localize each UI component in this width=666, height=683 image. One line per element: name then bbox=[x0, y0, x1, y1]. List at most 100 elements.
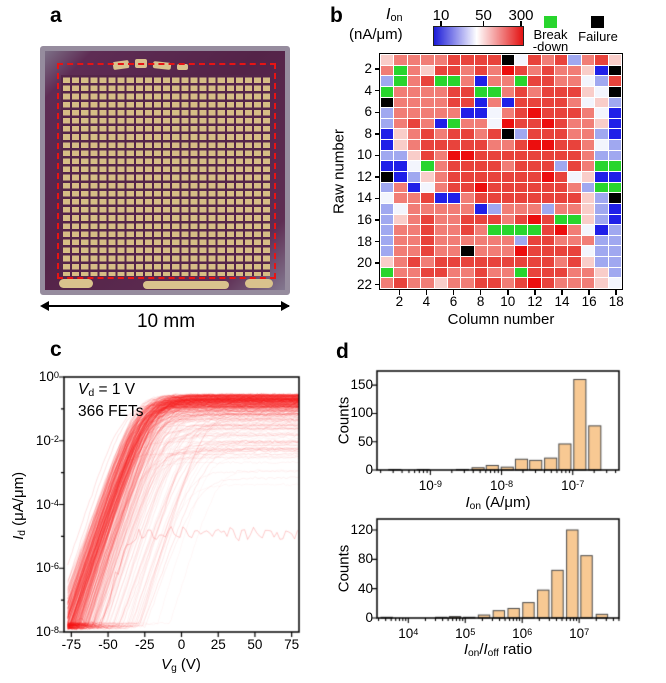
heatmap-cell bbox=[501, 108, 514, 118]
heatmap-cell bbox=[461, 193, 474, 203]
transfer-x-axis-label: Vg (V) bbox=[161, 656, 201, 674]
heatmap-cell bbox=[381, 257, 394, 267]
heatmap-cell bbox=[394, 246, 407, 257]
heatmap-cell bbox=[474, 235, 488, 246]
heatmap-y-tick-label: 10 bbox=[356, 147, 372, 163]
ion-histogram-y-tick-label: 0 bbox=[365, 462, 373, 477]
heatmap-cell bbox=[581, 97, 595, 108]
heatmap-cell bbox=[381, 55, 394, 65]
heatmap-cell bbox=[421, 193, 434, 203]
heatmap-cell bbox=[568, 76, 581, 86]
heatmap-cell bbox=[407, 97, 421, 108]
colorbar-tick-label: 10 bbox=[432, 7, 450, 24]
heatmap-cell bbox=[381, 76, 394, 86]
heatmap-cell bbox=[528, 235, 541, 246]
breakdown-label-line1: Break bbox=[533, 27, 568, 42]
ratio-histogram-x-label: Ion/Ioff ratio bbox=[463, 641, 533, 659]
heatmap-x-tick bbox=[479, 290, 482, 295]
heatmap-cell bbox=[528, 278, 541, 288]
heatmap-cell bbox=[474, 214, 488, 225]
heatmap-cell bbox=[501, 86, 514, 97]
heatmap-x-tick bbox=[534, 290, 536, 295]
heatmap-cell bbox=[568, 97, 581, 108]
heatmap-cell bbox=[394, 182, 407, 193]
heatmap-cell bbox=[461, 140, 474, 150]
heatmap-cell bbox=[541, 214, 555, 225]
heatmap-cell bbox=[447, 193, 461, 203]
transfer-x-tick-label: 50 bbox=[247, 637, 263, 652]
heatmap-cell bbox=[488, 267, 501, 278]
heatmap-cell bbox=[474, 161, 488, 171]
heatmap-cell bbox=[474, 193, 488, 203]
heatmap-cell bbox=[381, 246, 394, 257]
heatmap-cell bbox=[421, 203, 434, 214]
heatmap-cell bbox=[434, 193, 447, 203]
heatmap-x-tick bbox=[561, 290, 563, 295]
heatmap-cell bbox=[514, 161, 528, 171]
heatmap-cell bbox=[608, 214, 621, 225]
heatmap-cell bbox=[488, 193, 501, 203]
heatmap-cell bbox=[381, 278, 394, 288]
heatmap-cell bbox=[528, 86, 541, 97]
heatmap-cell bbox=[461, 97, 474, 108]
heatmap-cell bbox=[541, 161, 555, 171]
heatmap-cell bbox=[381, 214, 394, 225]
transfer-y-tick-label: 10-4 bbox=[35, 496, 59, 512]
heatmap-cell bbox=[488, 150, 501, 161]
heatmap-cell bbox=[608, 55, 621, 65]
heatmap-cell bbox=[555, 161, 568, 171]
heatmap-cell bbox=[608, 193, 621, 203]
heatmap-cell bbox=[514, 172, 528, 182]
heatmap-x-tick-label: 8 bbox=[476, 294, 485, 309]
heatmap-cell bbox=[528, 161, 541, 171]
heatmap-cell bbox=[501, 76, 514, 86]
heatmap-cell bbox=[541, 257, 555, 267]
heatmap-cell bbox=[474, 118, 488, 129]
heatmap-cell bbox=[581, 278, 595, 288]
heatmap-x-tick-label: 14 bbox=[554, 294, 570, 309]
heatmap-y-tick bbox=[374, 176, 379, 178]
heatmap-x-tick bbox=[507, 290, 509, 295]
heatmap-cell bbox=[514, 86, 528, 97]
heatmap-cell bbox=[434, 182, 447, 193]
heatmap-cell bbox=[541, 278, 555, 288]
colorbar-tick-label: 50 bbox=[475, 7, 492, 24]
heatmap-cell bbox=[381, 203, 394, 214]
heatmap-cell bbox=[381, 225, 394, 235]
heatmap-cell bbox=[488, 140, 501, 150]
heatmap-cell bbox=[488, 225, 501, 235]
heatmap-cell bbox=[501, 225, 514, 235]
heatmap-cell bbox=[461, 267, 474, 278]
heatmap-y-tick bbox=[374, 133, 379, 135]
transfer-y-tick-label: 10-6 bbox=[35, 560, 59, 576]
colorbar-tick-label: 300 bbox=[508, 7, 534, 24]
heatmap-cell bbox=[488, 118, 501, 129]
heatmap-cell bbox=[488, 172, 501, 182]
heatmap-y-tick-label: 20 bbox=[356, 255, 372, 271]
heatmap-cell bbox=[568, 55, 581, 65]
heatmap-cell bbox=[514, 108, 528, 118]
heatmap-cell bbox=[568, 108, 581, 118]
heatmap-x-tick-label: 16 bbox=[581, 294, 597, 309]
heatmap-cell bbox=[514, 246, 528, 257]
ratio-histogram-x-tick-label: 104 bbox=[398, 626, 419, 641]
heatmap-cell bbox=[421, 118, 434, 129]
heatmap-cell bbox=[421, 55, 434, 65]
heatmap-cell bbox=[555, 65, 568, 76]
heatmap-cell bbox=[407, 65, 421, 76]
heatmap-cell bbox=[474, 203, 488, 214]
heatmap-cell bbox=[541, 193, 555, 203]
heatmap-cell bbox=[555, 182, 568, 193]
heatmap-cell bbox=[474, 278, 488, 288]
heatmap-cell bbox=[434, 129, 447, 140]
heatmap-cell bbox=[434, 278, 447, 288]
heatmap-cell bbox=[581, 225, 595, 235]
heatmap-y-tick bbox=[374, 89, 379, 92]
heatmap-cell bbox=[528, 172, 541, 182]
heatmap-cell bbox=[434, 55, 447, 65]
heatmap-cell bbox=[581, 267, 595, 278]
panel-a-label: a bbox=[50, 4, 62, 27]
heatmap-cell bbox=[381, 65, 394, 76]
heatmap-cell bbox=[595, 108, 608, 118]
heatmap-cell bbox=[501, 118, 514, 129]
